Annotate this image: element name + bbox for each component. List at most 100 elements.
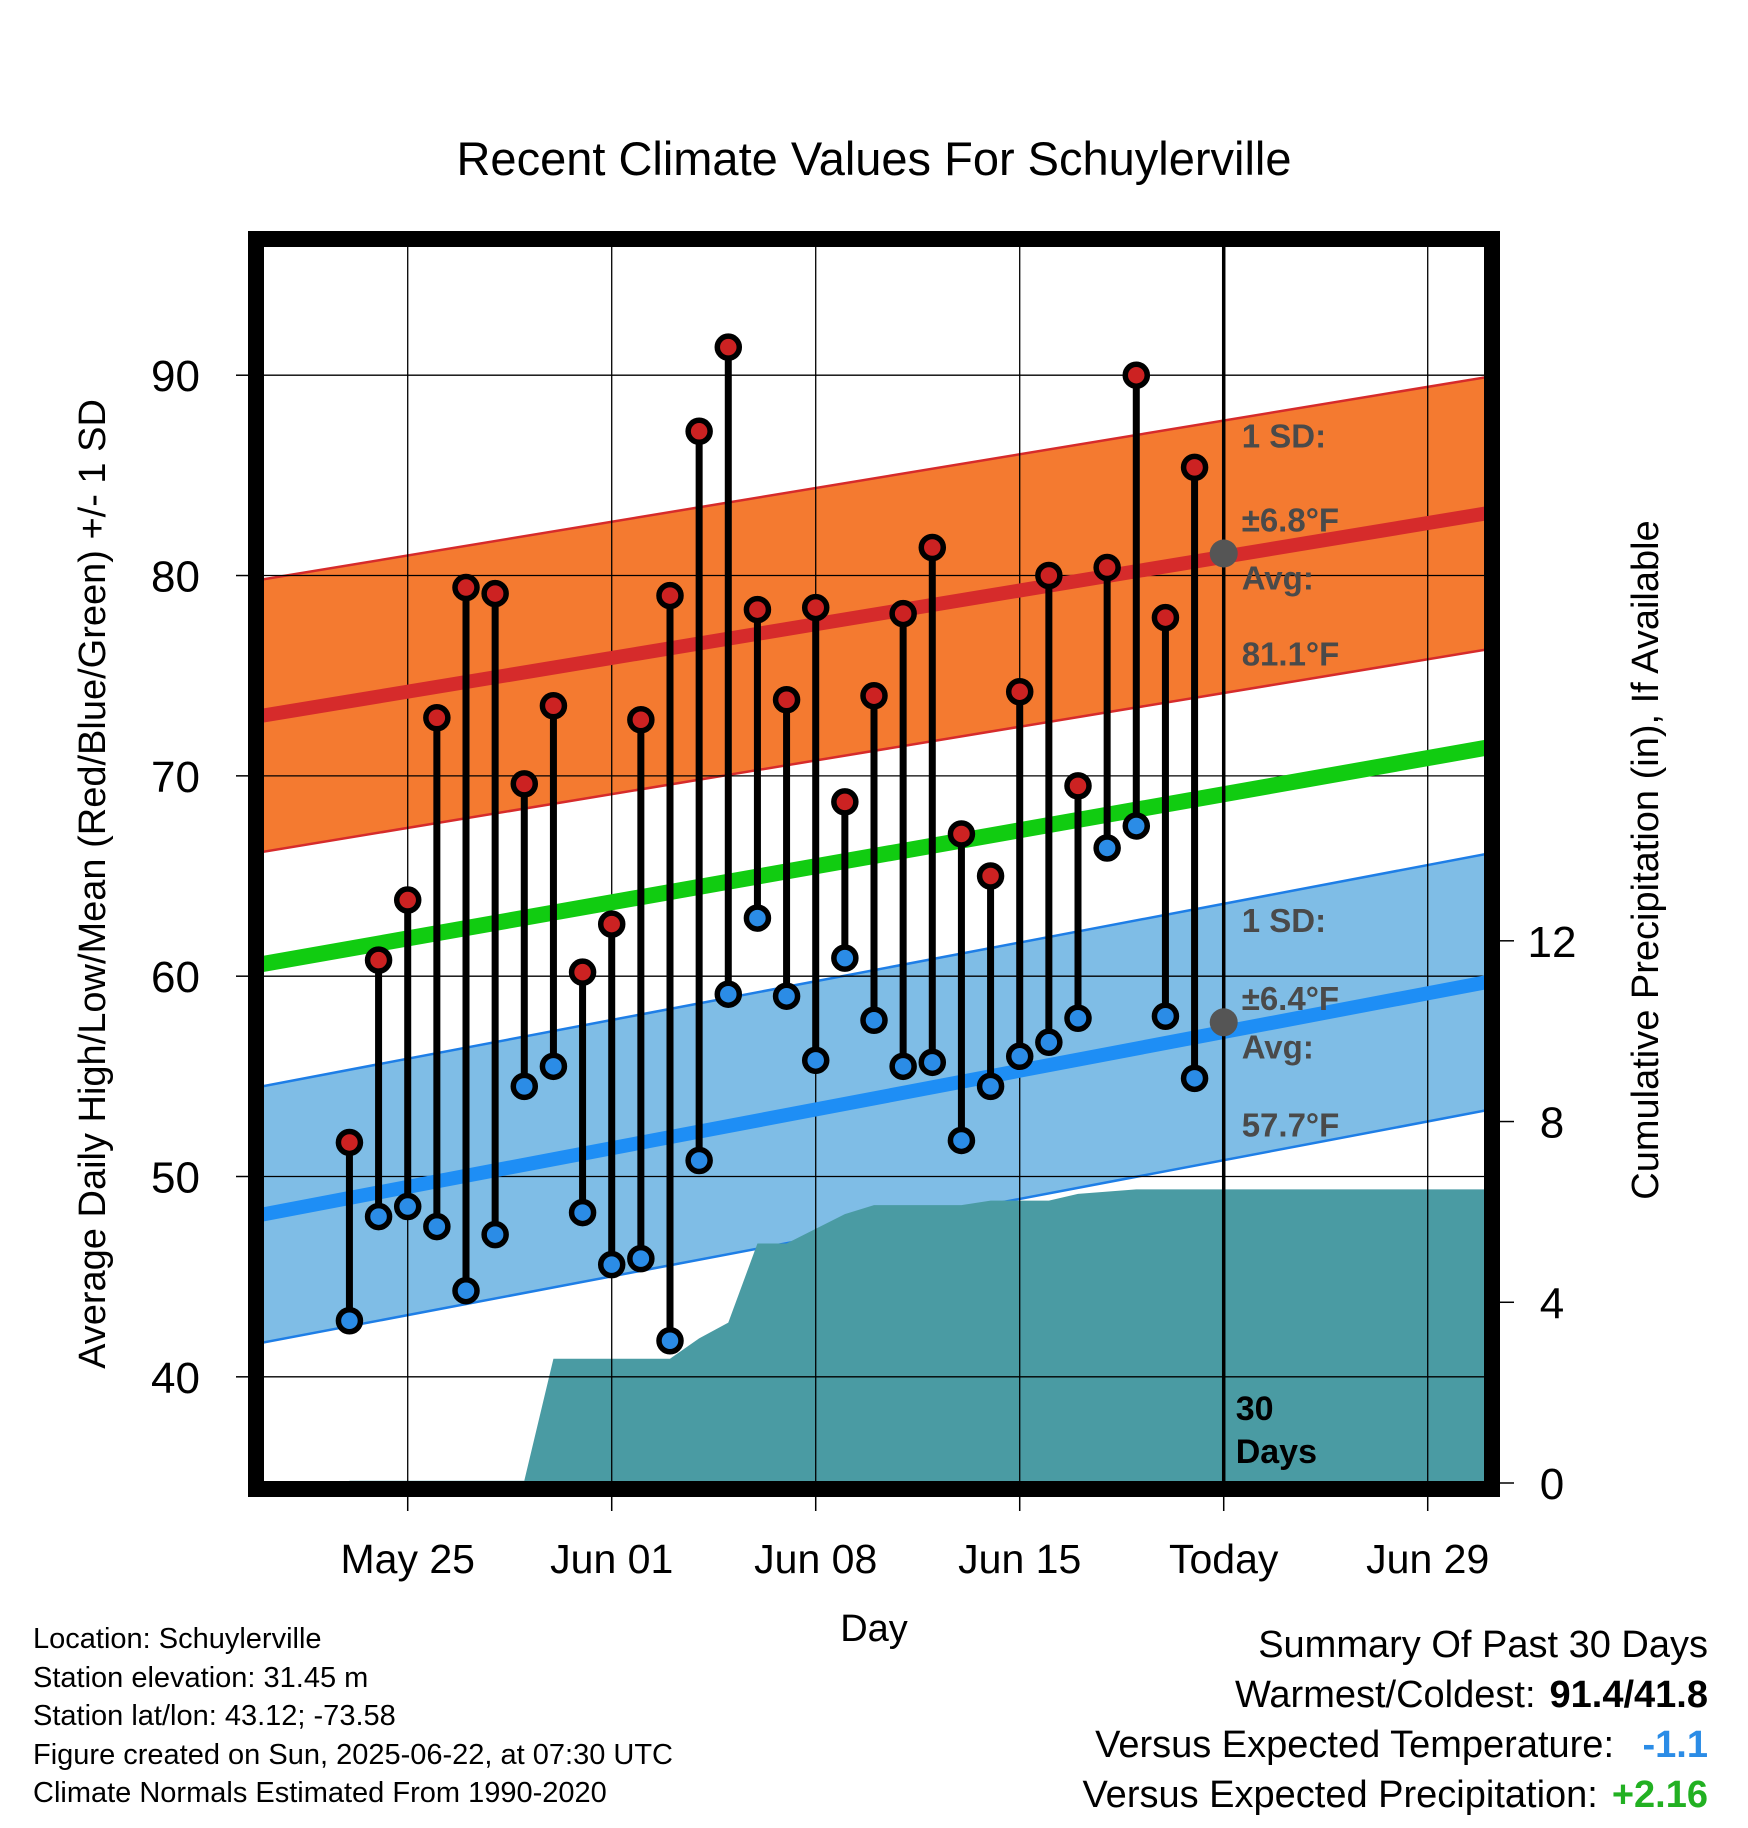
summary-warmest-row: Warmest/Coldest: 91.4/41.8 bbox=[1082, 1670, 1708, 1720]
y-left-tick-label: 80 bbox=[151, 553, 200, 602]
y-right-tick-label: 0 bbox=[1540, 1460, 1564, 1509]
low-point bbox=[801, 1046, 830, 1075]
low-point bbox=[423, 1212, 451, 1241]
high-point bbox=[1064, 772, 1092, 800]
high-point bbox=[597, 910, 626, 938]
x-tick-label: Today bbox=[1169, 1536, 1279, 1582]
high-point bbox=[423, 704, 451, 732]
low-point bbox=[1180, 1064, 1209, 1093]
climate-chart: Recent Climate Values For Schuylerville … bbox=[72, 132, 1667, 1582]
low-point bbox=[1064, 1004, 1092, 1032]
low-point bbox=[1035, 1028, 1063, 1057]
high-point bbox=[860, 681, 888, 710]
high-sd-label: 1 SD: bbox=[1242, 417, 1326, 454]
today-low-avg-marker bbox=[1209, 1008, 1238, 1037]
x-tick-label: Jun 01 bbox=[550, 1536, 673, 1582]
warmest-value: 91.4/41.8 bbox=[1549, 1674, 1708, 1716]
high-point bbox=[801, 593, 830, 622]
high-point bbox=[364, 946, 393, 974]
low-point bbox=[772, 982, 801, 1010]
y-right-tick-label: 4 bbox=[1540, 1279, 1564, 1328]
precip-value: +2.16 bbox=[1611, 1774, 1708, 1816]
high-point bbox=[393, 886, 422, 914]
y-right-tick-label: 12 bbox=[1528, 918, 1577, 967]
low-avg-value: 57.7°F bbox=[1242, 1106, 1340, 1143]
summary-temp-row: Versus Expected Temperature: -1.1 bbox=[1082, 1720, 1708, 1770]
low-point bbox=[627, 1244, 655, 1273]
high-point bbox=[335, 1128, 364, 1157]
y-left-axis-title: Average Daily High/Low/Mean (Red/Blue/Gr… bbox=[72, 399, 114, 1369]
high-point bbox=[568, 958, 597, 986]
x-tick-label: May 25 bbox=[340, 1536, 474, 1582]
low-point bbox=[1122, 812, 1151, 840]
high-point bbox=[889, 599, 917, 628]
summary-title: Summary Of Past 30 Days bbox=[1258, 1624, 1708, 1666]
low-point bbox=[889, 1052, 917, 1081]
temp-value: -1.1 bbox=[1642, 1724, 1708, 1766]
high-point bbox=[452, 573, 480, 602]
low-point bbox=[743, 904, 772, 932]
low-point bbox=[1093, 834, 1121, 862]
y-right-axis-title: Cumulative Precipitation (in), If Availa… bbox=[1625, 520, 1667, 1199]
high-point bbox=[1122, 361, 1151, 389]
low-point bbox=[918, 1048, 947, 1077]
plot-frame bbox=[248, 231, 1500, 1497]
x-axis-title: Day bbox=[840, 1608, 908, 1650]
high-point bbox=[1151, 603, 1180, 632]
low-point bbox=[335, 1306, 364, 1335]
low-sd-value: ±6.4°F bbox=[1242, 980, 1339, 1017]
high-point bbox=[976, 862, 1005, 890]
low-point bbox=[510, 1072, 539, 1101]
latlon-text: Station lat/lon: 43.12; -73.58 bbox=[33, 1700, 396, 1732]
low-point bbox=[393, 1192, 422, 1221]
low-point bbox=[947, 1126, 976, 1155]
high-point bbox=[714, 333, 743, 361]
high-point bbox=[685, 417, 713, 446]
high-avg-label: Avg: bbox=[1242, 560, 1314, 597]
temp-label: Versus Expected Temperature: bbox=[1095, 1724, 1614, 1766]
low-point bbox=[481, 1220, 509, 1249]
y-left-tick-label: 50 bbox=[151, 1154, 200, 1203]
low-point bbox=[364, 1202, 393, 1231]
y-right-tick-label: 8 bbox=[1540, 1099, 1564, 1148]
precip-area bbox=[349, 1189, 1486, 1483]
high-sd-value: ±6.8°F bbox=[1242, 501, 1339, 538]
high-point bbox=[539, 691, 568, 720]
summary-panel: Summary Of Past 30 Days Warmest/Coldest:… bbox=[1082, 1620, 1708, 1820]
high-point bbox=[772, 685, 801, 714]
high-point bbox=[1005, 677, 1034, 706]
low-point bbox=[714, 980, 743, 1008]
high-point bbox=[1180, 453, 1209, 482]
low-point bbox=[831, 944, 859, 972]
station-info: Location: Schuylerville Station elevatio… bbox=[33, 1620, 673, 1813]
low-point bbox=[656, 1327, 684, 1355]
y-left-tick-label: 60 bbox=[151, 953, 200, 1002]
low-point bbox=[860, 1006, 888, 1035]
low-point bbox=[685, 1146, 713, 1175]
low-point bbox=[1005, 1042, 1034, 1071]
high-point bbox=[627, 706, 655, 734]
warmest-label: Warmest/Coldest: bbox=[1234, 1674, 1536, 1716]
today-high-avg-marker bbox=[1209, 539, 1238, 568]
y-left-tick-label: 70 bbox=[151, 753, 200, 802]
x-tick-label: Jun 08 bbox=[754, 1536, 877, 1582]
high-point bbox=[656, 581, 684, 610]
high-point bbox=[1035, 561, 1063, 590]
created-text: Figure created on Sun, 2025-06-22, at 07… bbox=[33, 1738, 673, 1771]
location-text: Location: Schuylerville bbox=[33, 1623, 322, 1655]
high-point bbox=[918, 533, 947, 562]
high-point bbox=[1093, 553, 1121, 582]
high-point bbox=[743, 595, 772, 624]
days-count-label: 30 bbox=[1236, 1390, 1274, 1428]
high-point bbox=[510, 770, 539, 798]
y-left-tick-label: 40 bbox=[151, 1354, 200, 1403]
days-unit-label: Days bbox=[1236, 1433, 1317, 1471]
low-point bbox=[1151, 1002, 1180, 1030]
low-point bbox=[539, 1052, 568, 1081]
low-point bbox=[452, 1276, 480, 1305]
x-tick-label: Jun 15 bbox=[958, 1536, 1081, 1582]
low-point bbox=[976, 1072, 1005, 1101]
y-left-tick-label: 90 bbox=[151, 352, 200, 401]
normals-text: Climate Normals Estimated From 1990-2020 bbox=[33, 1777, 607, 1809]
high-avg-value: 81.1°F bbox=[1242, 636, 1340, 673]
